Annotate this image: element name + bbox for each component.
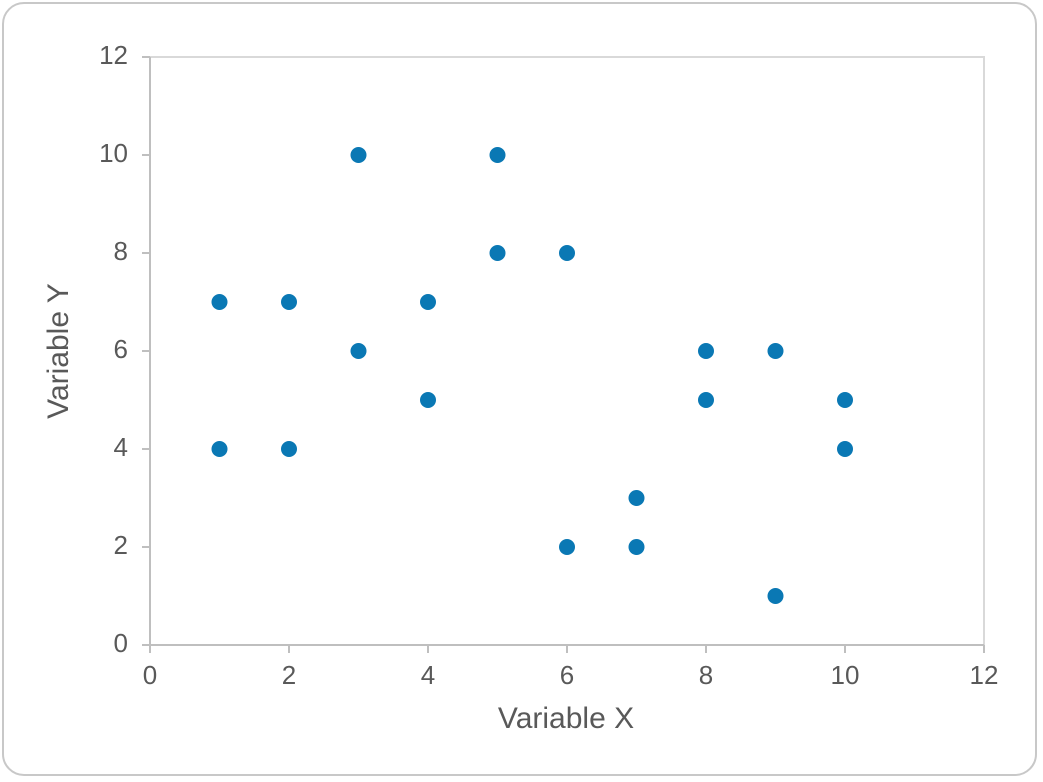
point — [628, 490, 645, 506]
y-tick-label: 2 — [114, 530, 128, 560]
y-tick-label: 0 — [114, 628, 128, 658]
point — [420, 392, 436, 408]
point — [698, 343, 714, 359]
point — [281, 441, 297, 457]
point — [559, 539, 575, 555]
x-tick-label: 8 — [699, 660, 713, 690]
x-tick-label: 12 — [970, 660, 999, 690]
y-tick-label: 12 — [99, 40, 128, 70]
x-tick-label: 6 — [560, 660, 574, 690]
point — [559, 245, 575, 261]
point — [211, 441, 228, 457]
point — [211, 294, 228, 310]
point — [489, 245, 506, 261]
x-tick-label: 0 — [143, 660, 157, 690]
point — [767, 343, 784, 359]
x-axis-title: Variable X — [498, 702, 634, 735]
point — [698, 392, 714, 408]
y-axis-title: Variable Y — [42, 283, 75, 419]
y-tick-label: 4 — [114, 432, 128, 462]
plot-area — [149, 56, 985, 646]
x-tick-label: 4 — [421, 660, 435, 690]
point — [350, 147, 367, 163]
y-tick-label: 10 — [99, 138, 128, 168]
point — [281, 294, 297, 310]
point — [628, 539, 645, 555]
point — [420, 294, 436, 310]
point — [767, 588, 784, 604]
y-tick-label: 8 — [114, 236, 128, 266]
point — [837, 392, 853, 408]
x-tick-label: 10 — [831, 660, 860, 690]
y-tick-label: 6 — [114, 334, 128, 364]
point — [489, 147, 506, 163]
x-tick-label: 2 — [282, 660, 296, 690]
point — [350, 343, 367, 359]
point — [837, 441, 853, 457]
